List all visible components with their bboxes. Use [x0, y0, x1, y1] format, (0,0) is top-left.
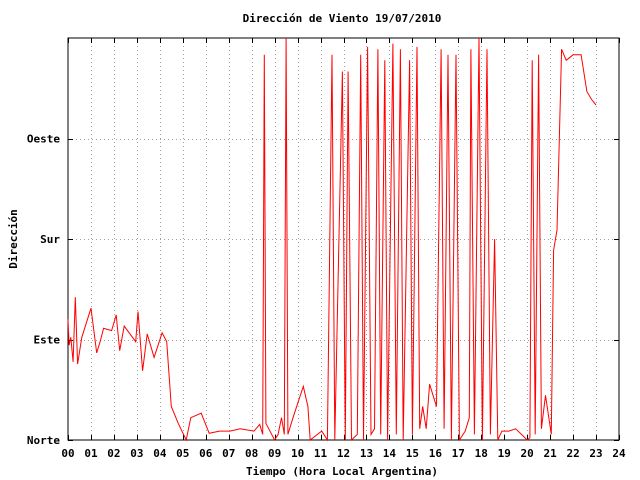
x-tick-label: 24	[612, 447, 626, 460]
y-tick-label: Norte	[27, 434, 60, 447]
x-axis-label: Tiempo (Hora Local Argentina)	[246, 465, 438, 478]
x-tick-label: 11	[314, 447, 328, 460]
chart-title: Dirección de Viento 19/07/2010	[243, 12, 442, 25]
x-tick-label: 13	[360, 447, 373, 460]
series-line-wind-direction	[67, 37, 597, 442]
x-tick-label: 12	[337, 447, 350, 460]
y-tick-label: Sur	[40, 233, 60, 246]
x-tick-label: 10	[291, 447, 304, 460]
y-tick-label: Oeste	[27, 133, 60, 146]
x-tick-label: 18	[475, 447, 488, 460]
x-tick-label: 14	[383, 447, 397, 460]
x-tick-label: 05	[176, 447, 189, 460]
x-tick-label: 17	[452, 447, 465, 460]
x-tick-label: 21	[544, 447, 558, 460]
x-tick-label: 15	[406, 447, 419, 460]
x-tick-label: 19	[498, 447, 511, 460]
grid-lines	[68, 38, 619, 440]
y-axis-label: Dirección	[7, 209, 20, 269]
y-tick-label: Este	[34, 334, 61, 347]
x-tick-label: 04	[153, 447, 167, 460]
x-tick-label: 23	[589, 447, 602, 460]
x-tick-label: 16	[429, 447, 443, 460]
tick-labels: 00 01 02 03 04 05 06 07 08 09 10 11 12 13 14 15 16 17 18 19…	[27, 133, 626, 461]
x-tick-label: 08	[245, 447, 258, 460]
axis-ticks	[68, 38, 620, 441]
x-tick-label: 07	[222, 447, 235, 460]
x-tick-label: 06	[199, 447, 213, 460]
x-tick-label: 03	[130, 447, 143, 460]
x-tick-label: 09	[268, 447, 281, 460]
x-tick-label: 20	[521, 447, 534, 460]
x-tick-label: 00	[61, 447, 74, 460]
x-tick-label: 01	[84, 447, 98, 460]
x-tick-label: 02	[107, 447, 120, 460]
x-tick-label: 22	[566, 447, 579, 460]
